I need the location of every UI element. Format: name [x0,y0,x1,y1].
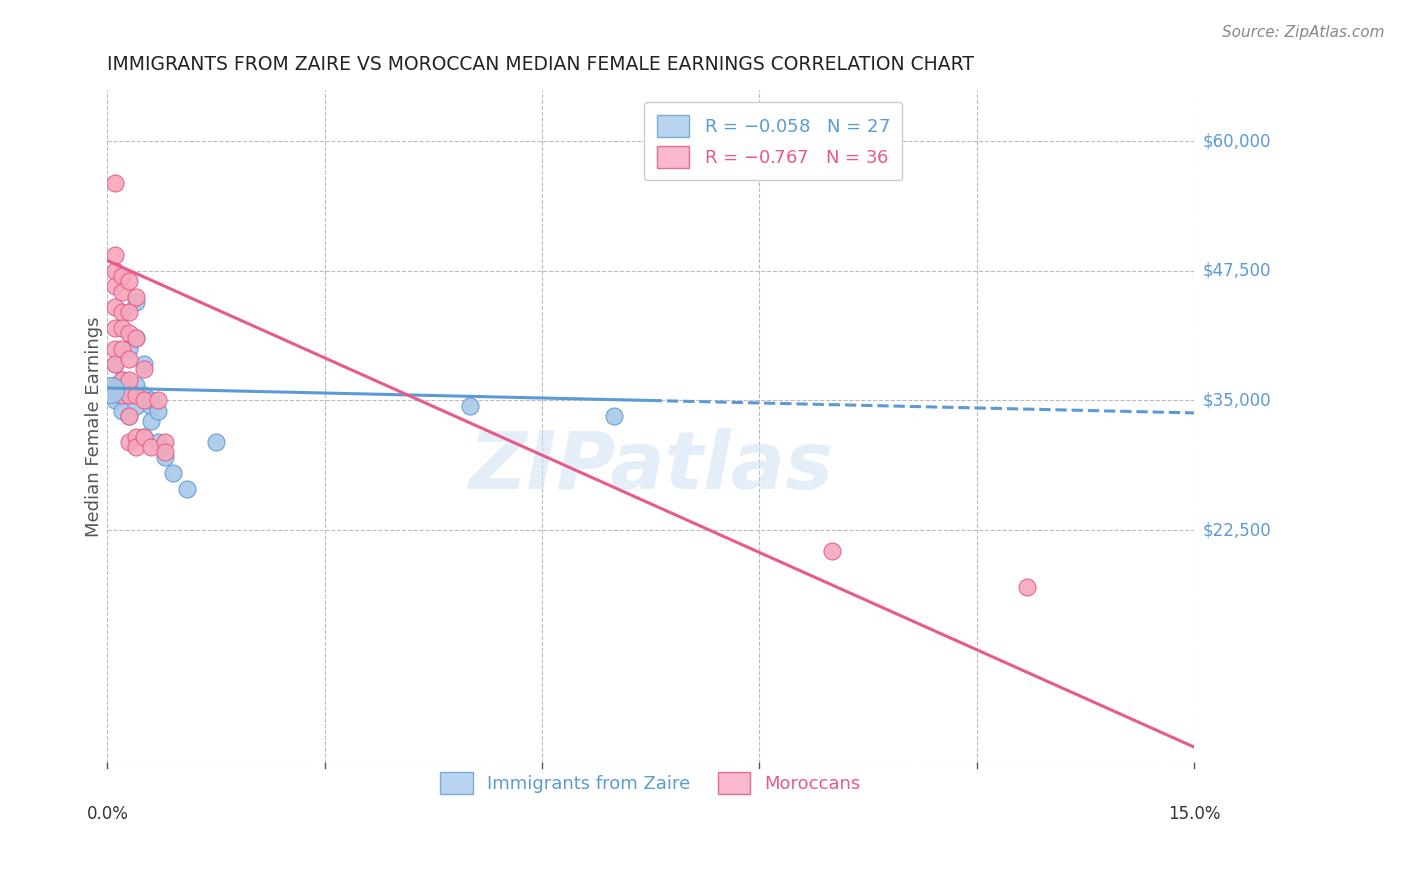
Point [125,331,148,345]
Point [111,404,134,418]
Point [132,430,155,444]
Point [132,362,155,376]
Point [104,300,127,314]
Point [155,450,177,465]
Text: Source: ZipAtlas.com: Source: ZipAtlas.com [1222,25,1385,40]
Text: $60,000: $60,000 [1202,132,1271,151]
Point [111,388,134,402]
Point [118,342,141,356]
Point [118,352,141,367]
Point [104,279,127,293]
Point [132,388,155,402]
Text: $22,500: $22,500 [1202,521,1271,539]
Point [125,295,148,310]
Point [104,176,127,190]
Point [146,393,169,408]
Point [132,430,155,444]
Point [125,440,148,454]
Point [111,269,134,284]
Point [1017,580,1039,594]
Point [458,399,481,413]
Point [603,409,626,423]
Point [162,466,184,480]
Point [104,321,127,335]
Point [118,409,141,423]
Point [139,440,162,454]
Point [125,290,148,304]
Point [125,378,148,392]
Point [155,434,177,449]
Point [118,305,141,319]
Point [104,357,127,371]
Text: $35,000: $35,000 [1202,392,1271,409]
Text: $47,500: $47,500 [1202,262,1271,280]
Text: ZIPatlas: ZIPatlas [468,428,834,506]
Point [100,383,122,397]
Point [104,393,127,408]
Point [118,373,141,387]
Point [118,409,141,423]
Point [104,248,127,262]
Point [104,357,127,371]
Text: Median Female Earnings: Median Female Earnings [86,316,103,537]
Point [111,305,134,319]
Point [118,434,141,449]
Point [155,445,177,459]
Point [104,342,127,356]
Point [146,404,169,418]
Text: 0.0%: 0.0% [86,805,128,822]
Point [821,543,844,558]
Point [118,388,141,402]
Point [118,274,141,288]
Point [111,388,134,402]
Point [139,414,162,428]
Point [104,378,127,392]
Point [111,342,134,356]
Point [111,321,134,335]
Point [132,357,155,371]
Point [146,434,169,449]
Point [139,393,162,408]
Point [111,373,134,387]
Point [118,326,141,340]
Text: IMMIGRANTS FROM ZAIRE VS MOROCCAN MEDIAN FEMALE EARNINGS CORRELATION CHART: IMMIGRANTS FROM ZAIRE VS MOROCCAN MEDIAN… [107,55,974,74]
Point [205,434,228,449]
Point [125,399,148,413]
Point [118,383,141,397]
Point [104,264,127,278]
Legend: Immigrants from Zaire, Moroccans: Immigrants from Zaire, Moroccans [433,764,868,801]
Point [176,482,198,496]
Point [111,285,134,299]
Point [132,393,155,408]
Point [125,331,148,345]
Point [125,430,148,444]
Point [111,373,134,387]
Point [125,388,148,402]
Text: 15.0%: 15.0% [1168,805,1220,822]
Point [139,399,162,413]
